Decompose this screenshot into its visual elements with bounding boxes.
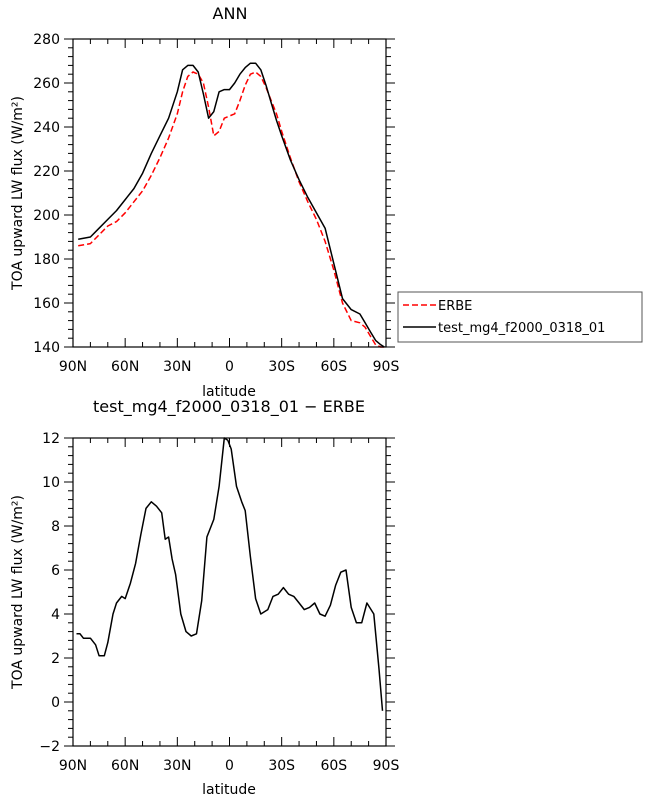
bottom-tick-labels: 90N 60N 30N 0 30S 60S 90S −2 0 2 4 6 8 10 12: [39, 431, 399, 774]
x-tick-label: 90S: [373, 359, 400, 375]
x-tick-label: 60S: [320, 758, 347, 774]
x-tick-label: 30N: [163, 359, 191, 375]
y-tick-label: 2: [51, 651, 60, 667]
bottom-plot-frame: [72, 437, 387, 747]
x-tick-label: 60N: [111, 758, 139, 774]
top-series-layer: [78, 62, 385, 348]
y-tick-label: 180: [33, 252, 60, 268]
y-tick-label: 0: [51, 695, 60, 711]
x-tick-label: 90N: [59, 359, 87, 375]
x-tick-label: 90N: [59, 758, 87, 774]
x-tick-label: 60S: [320, 359, 347, 375]
series-line-difference: [76, 437, 384, 711]
x-tick-label: 0: [225, 758, 234, 774]
series-line-test-mg4-f2000-0318-01: [78, 62, 385, 348]
top-x-axis-label: latitude: [202, 384, 256, 400]
y-tick-label: 8: [51, 519, 60, 535]
legend: ERBE test_mg4_f2000_0318_01: [397, 291, 643, 343]
y-tick-label: 6: [51, 563, 60, 579]
bottom-series-layer: [76, 437, 384, 711]
bottom-panel: test_mg4_f2000_0318_01 − ERBE 90N 60N 30N 0…: [10, 397, 399, 798]
top-ticks: [64, 38, 395, 348]
x-tick-label: 30S: [268, 359, 295, 375]
y-tick-label: 280: [33, 32, 60, 48]
y-tick-label: 200: [33, 208, 60, 224]
x-tick-label: 30S: [268, 758, 295, 774]
legend-label-erbe: ERBE: [438, 299, 472, 314]
y-tick-label: −2: [39, 739, 60, 755]
bottom-plot-title: test_mg4_f2000_0318_01 − ERBE: [93, 397, 365, 417]
y-tick-label: 240: [33, 120, 60, 136]
top-panel: ANN 90N 60N 30N 0 30S 60S 90S 140 160 180 200 220 24…: [10, 4, 399, 400]
y-tick-label: 140: [33, 340, 60, 356]
x-tick-label: 0: [225, 359, 234, 375]
y-tick-label: 220: [33, 164, 60, 180]
x-tick-label: 60N: [111, 359, 139, 375]
x-tick-label: 30N: [163, 758, 191, 774]
top-plot-title: ANN: [213, 4, 248, 23]
bottom-ticks: [64, 437, 395, 747]
legend-box: [397, 291, 643, 343]
x-tick-label: 90S: [373, 758, 400, 774]
series-line-erbe: [78, 71, 385, 348]
y-tick-label: 4: [51, 607, 60, 623]
y-tick-label: 160: [33, 296, 60, 312]
bottom-x-axis-label: latitude: [202, 782, 256, 798]
top-y-axis-label: TOA upward LW flux (W/m²): [10, 96, 26, 291]
bottom-y-axis-label: TOA upward LW flux (W/m²): [10, 495, 26, 690]
top-tick-labels: 90N 60N 30N 0 30S 60S 90S 140 160 180 200 220 240 260…: [33, 32, 399, 375]
top-plot-frame: [72, 38, 387, 348]
legend-label-test: test_mg4_f2000_0318_01: [438, 321, 605, 336]
y-tick-label: 260: [33, 76, 60, 92]
y-tick-label: 12: [42, 431, 60, 447]
y-tick-label: 10: [42, 475, 60, 491]
